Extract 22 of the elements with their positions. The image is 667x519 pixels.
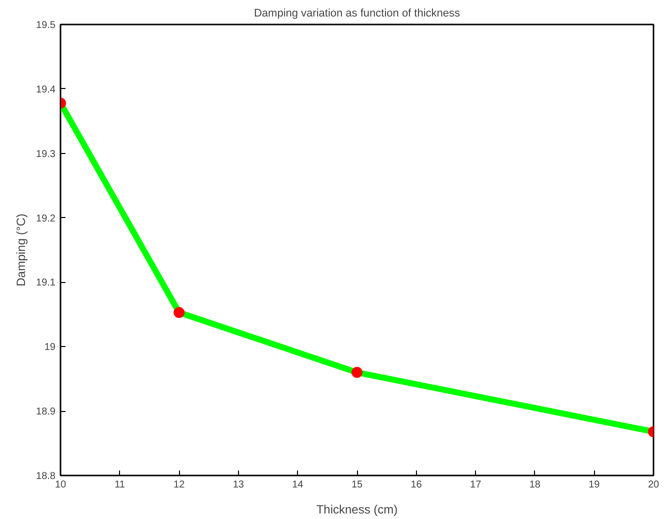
y-tick-label: 19.1 (36, 278, 56, 289)
x-tick-label: 13 (232, 480, 244, 490)
x-tick-label: 20 (648, 480, 660, 490)
y-tick-label: 19.4 (36, 84, 56, 96)
y-tick-label: 19.2 (36, 213, 56, 224)
x-tick-label: 18 (529, 480, 541, 490)
x-tick-label: 17 (470, 480, 482, 490)
y-tick-label: 18.9 (36, 406, 56, 418)
x-tick-label: 15 (351, 480, 363, 490)
y-tick-label: 18.8 (36, 471, 56, 482)
x-tick-label: 16 (410, 480, 422, 490)
x-tick-label: 12 (174, 480, 186, 490)
x-tick-label: 14 (292, 480, 304, 490)
y-tick-label: 19 (44, 342, 56, 354)
y-axis-title: Damping (°C) (14, 214, 28, 286)
y-tick-label: 19.5 (36, 20, 56, 31)
chart-title: Damping variation as function of thickness (254, 8, 461, 20)
x-tick-label: 19 (588, 480, 600, 490)
y-tick-label: 19.3 (36, 148, 56, 160)
x-tick-label: 11 (114, 480, 126, 490)
x-axis-title: Thickness (cm) (316, 502, 398, 516)
x-tick-label: 10 (54, 480, 66, 490)
